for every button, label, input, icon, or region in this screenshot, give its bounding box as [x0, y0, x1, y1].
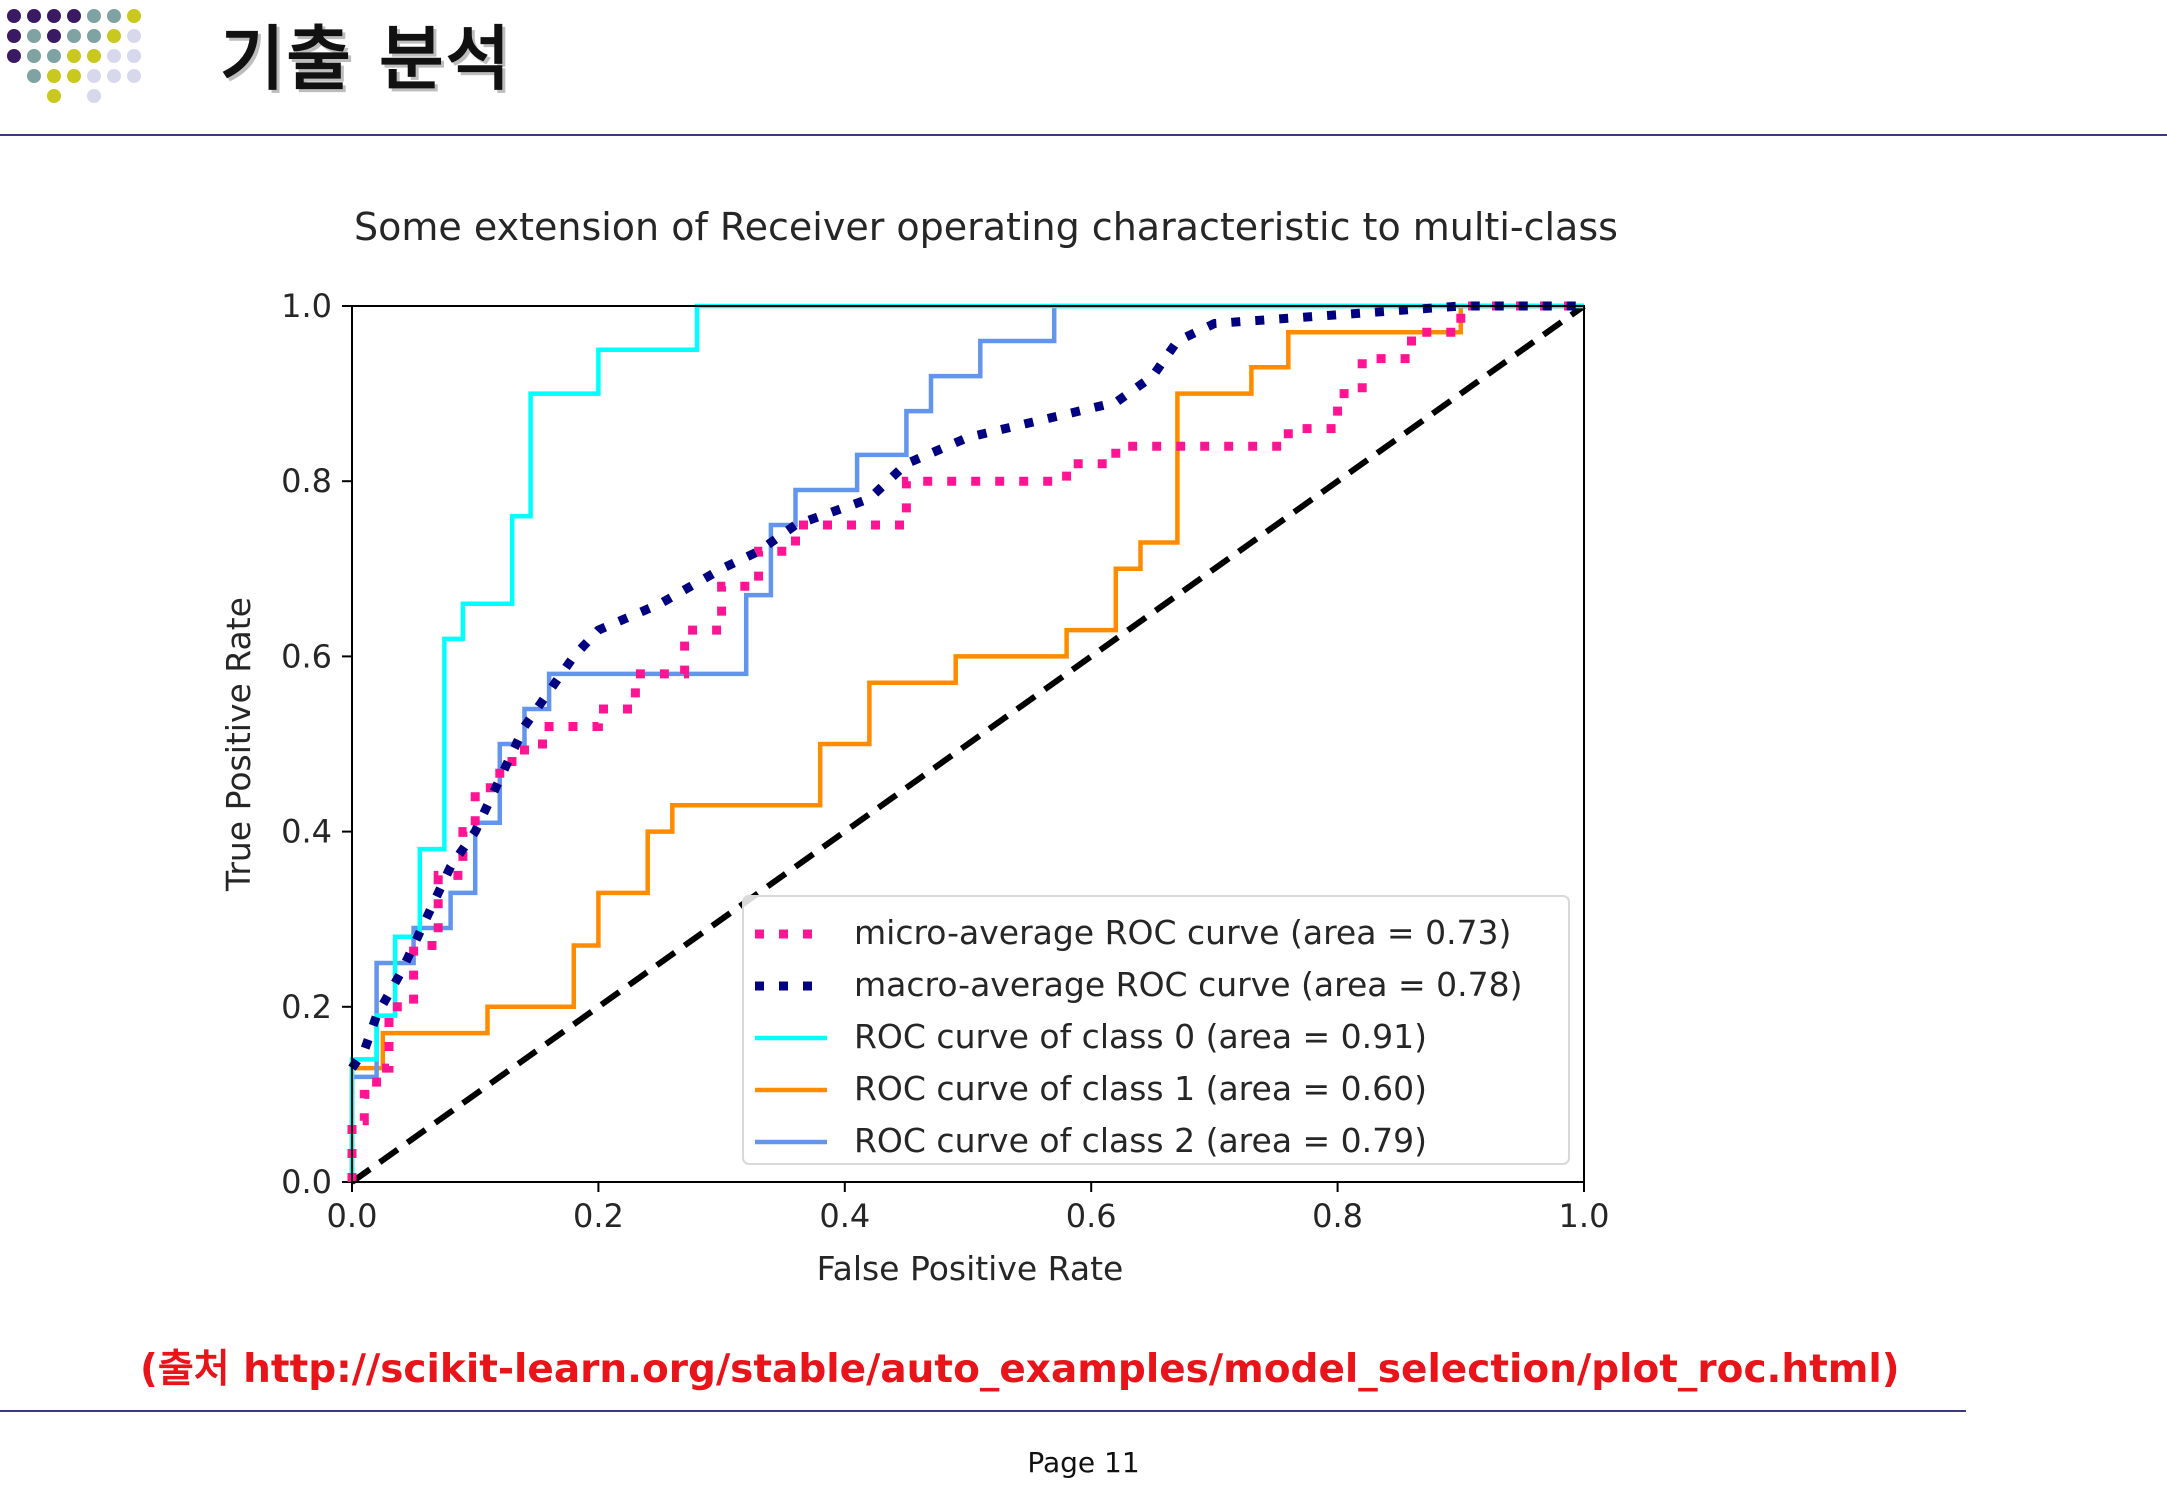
- decorative-dot: [87, 69, 101, 83]
- source-note: (출처 http://scikit-learn.org/stable/auto_…: [140, 1347, 1900, 1392]
- decorative-dot: [7, 49, 21, 63]
- decorative-dot: [67, 49, 81, 63]
- decorative-dot: [7, 9, 21, 23]
- x-axis-label: False Positive Rate: [817, 1249, 1124, 1288]
- y-tick-label: 0.6: [281, 637, 332, 675]
- decorative-dot: [107, 9, 121, 23]
- decorative-dot: [7, 29, 21, 43]
- decorative-dot: [127, 29, 141, 43]
- decorative-dot: [27, 9, 41, 23]
- page-number: Page 11: [1027, 1446, 1140, 1479]
- decorative-dot: [67, 29, 81, 43]
- decorative-dot: [27, 49, 41, 63]
- page-title: 기출 분석: [220, 18, 512, 100]
- x-tick-label: 0.8: [1312, 1197, 1363, 1235]
- series-line-aqua: [349, 303, 1584, 1182]
- series-line-deeppink: [347, 301, 1584, 1182]
- y-tick-label: 0.4: [281, 813, 332, 851]
- decorative-dot: [47, 9, 61, 23]
- y-tick-label: 1.0: [281, 287, 332, 325]
- decorative-dot: [127, 9, 141, 23]
- decorative-dot: [47, 69, 61, 83]
- legend-entry: ROC curve of class 2 (area = 0.79): [854, 1121, 1427, 1160]
- y-axis-label: True Positive Rate: [219, 597, 258, 892]
- x-tick-label: 0.4: [819, 1197, 870, 1235]
- decorative-dot: [87, 49, 101, 63]
- y-tick-label: 0.8: [281, 462, 332, 500]
- decorative-dot: [87, 89, 101, 103]
- x-tick-label: 0.0: [327, 1197, 378, 1235]
- decorative-dot: [67, 9, 81, 23]
- decorative-dot: [87, 9, 101, 23]
- decorative-dot: [107, 29, 121, 43]
- x-tick-label: 1.0: [1559, 1197, 1610, 1235]
- header-divider: [0, 134, 2167, 136]
- decorative-dot: [107, 69, 121, 83]
- legend-entry: ROC curve of class 1 (area = 0.60): [854, 1069, 1427, 1108]
- plot-frame: [351, 305, 1585, 1183]
- decorative-dots-icon: [7, 9, 141, 103]
- decorative-dot: [127, 69, 141, 83]
- footer-divider: [0, 1410, 1966, 1412]
- decorative-dot: [127, 49, 141, 63]
- legend-entry: micro-average ROC curve (area = 0.73): [854, 913, 1511, 952]
- x-tick-label: 0.2: [573, 1197, 624, 1235]
- series-line-darkorange: [349, 303, 1584, 1182]
- y-tick-label: 0.2: [281, 988, 332, 1026]
- y-tick-label: 0.0: [281, 1163, 332, 1201]
- decorative-dot: [87, 29, 101, 43]
- decorative-dot: [67, 69, 81, 83]
- decorative-dot: [27, 29, 41, 43]
- legend-entry: macro-average ROC curve (area = 0.78): [854, 965, 1522, 1004]
- x-tick-label: 0.6: [1066, 1197, 1117, 1235]
- legend-box: [742, 895, 1570, 1165]
- decorative-dot: [27, 69, 41, 83]
- chance-diagonal-line: [350, 303, 1586, 1185]
- decorative-dot: [107, 49, 121, 63]
- roc-chart: Some extension of Receiver operating cha…: [219, 205, 1618, 1288]
- decorative-dot: [47, 89, 61, 103]
- slide-header: 기출 분석: [0, 0, 2167, 140]
- decorative-dot: [47, 49, 61, 63]
- decorative-dot: [47, 29, 61, 43]
- chart-title: Some extension of Receiver operating cha…: [354, 205, 1618, 249]
- legend-entry: ROC curve of class 0 (area = 0.91): [854, 1017, 1427, 1056]
